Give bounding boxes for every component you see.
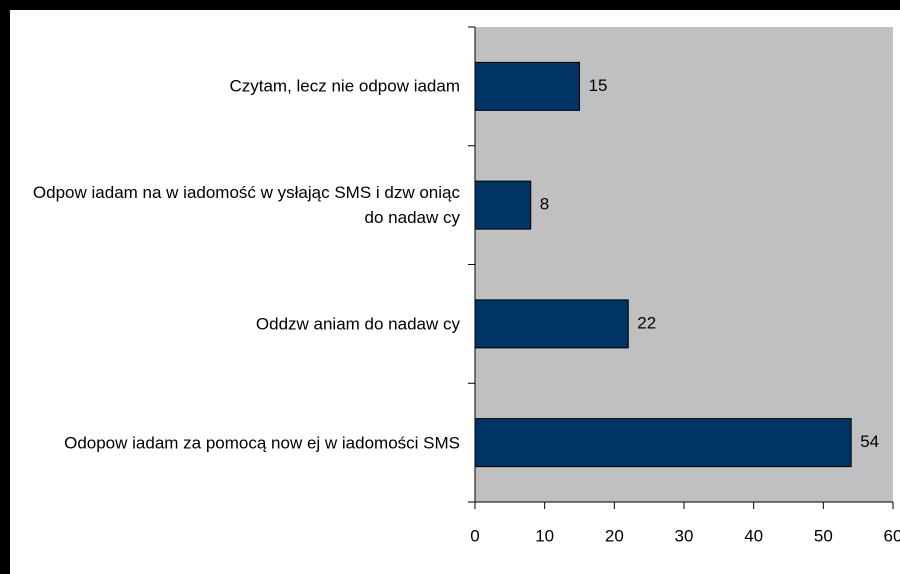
bar: [474, 180, 532, 230]
value-label: 54: [860, 432, 879, 451]
x-tick-label: 10: [535, 526, 554, 545]
value-label: 22: [637, 313, 656, 332]
x-tick-label: 50: [814, 526, 833, 545]
y-tick-label: Czytam, lecz nie odpow iadam: [229, 76, 460, 96]
x-tick-label: 40: [744, 526, 763, 545]
y-tick-label: Odpow iadam na w iadomość w ysłając SMS …: [32, 183, 460, 228]
y-tick-label: Oddzw aniam do nadaw cy: [255, 314, 460, 334]
bar: [474, 61, 580, 111]
y-tick-label: Odopow iadam za pomocą now ej w iadomośc…: [64, 433, 460, 453]
x-tick-label: 0: [470, 526, 479, 545]
value-label: 8: [540, 195, 549, 214]
x-tick-label: 20: [605, 526, 624, 545]
bar: [474, 418, 852, 468]
bar: [474, 299, 629, 349]
x-tick-label: 30: [675, 526, 694, 545]
value-label: 15: [589, 76, 608, 95]
x-tick-label: 60: [884, 526, 900, 545]
